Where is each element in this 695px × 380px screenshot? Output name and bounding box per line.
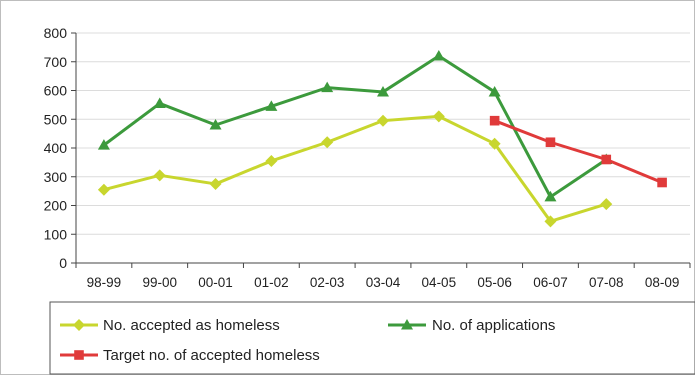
data-point [432,110,445,123]
y-tick-label: 600 [44,83,68,99]
legend-swatch-applications [388,319,426,330]
series [97,50,667,228]
legend-entry-target: Target no. of accepted homeless [60,347,320,364]
series-line [494,119,663,184]
data-point [432,50,445,61]
series-line [103,114,607,223]
data-point [209,177,222,190]
data-point [265,154,278,167]
y-tick-label: 700 [44,54,68,70]
x-tick-label: 04-05 [422,275,457,290]
legend-entry-applications: No. of applications [388,317,555,334]
legend: No. accepted as homeless No. of applicat… [49,301,695,375]
series-1 [97,50,613,202]
axes [71,32,691,268]
data-point [657,177,667,188]
data-point [544,215,557,228]
y-tick-label: 200 [44,198,68,214]
data-point [601,154,612,165]
data-point [321,81,334,93]
y-tick-label: 100 [44,226,68,242]
data-point [489,115,500,126]
y-tick-labels: 0 100 200 300 400 500 600 700 800 [44,25,68,271]
data-point [545,137,556,148]
data-point [377,85,389,97]
data-point [97,139,110,150]
data-point [321,136,334,149]
x-tick-label: 07-08 [589,275,624,290]
y-tick-label: 800 [44,25,68,41]
y-tick-label: 300 [44,169,68,185]
x-tick-label: 06-07 [533,275,568,290]
x-tick-label: 99-00 [142,275,177,290]
x-tick-label: 01-02 [254,275,289,290]
x-tick-label: 02-03 [310,275,345,290]
data-point [401,319,413,330]
legend-swatch-accepted [60,319,98,331]
data-point [153,97,166,108]
x-tick-label: 98-99 [87,275,122,290]
data-point [153,169,166,182]
data-point [97,183,110,196]
data-point [74,350,84,360]
data-point [73,319,85,331]
series-2 [489,115,667,188]
x-tick-label: 03-04 [366,275,401,290]
legend-label-accepted: No. accepted as homeless [103,317,280,334]
y-tick-label: 0 [59,255,67,271]
legend-label-applications: No. of applications [432,317,555,334]
x-tick-labels: 98-99 99-00 00-01 01-02 02-03 03-04 04-05 05-06… [87,275,680,290]
data-point [488,85,501,97]
y-tick-label: 400 [44,140,68,156]
data-point [488,137,501,150]
y-tick-label: 500 [44,111,68,127]
data-point [544,190,557,202]
x-tick-label: 00-01 [198,275,233,290]
x-tick-label: 05-06 [477,275,512,290]
data-point [265,100,278,111]
data-point [209,119,222,130]
data-point [377,114,389,127]
legend-box [49,301,695,375]
legend-label-target: Target no. of accepted homeless [103,347,320,364]
x-tick-label: 08-09 [645,275,680,290]
legend-entry-accepted: No. accepted as homeless [60,317,280,334]
series-0 [97,110,613,228]
data-point [600,198,613,211]
legend-swatch-target [60,350,98,360]
series-line [103,54,608,199]
